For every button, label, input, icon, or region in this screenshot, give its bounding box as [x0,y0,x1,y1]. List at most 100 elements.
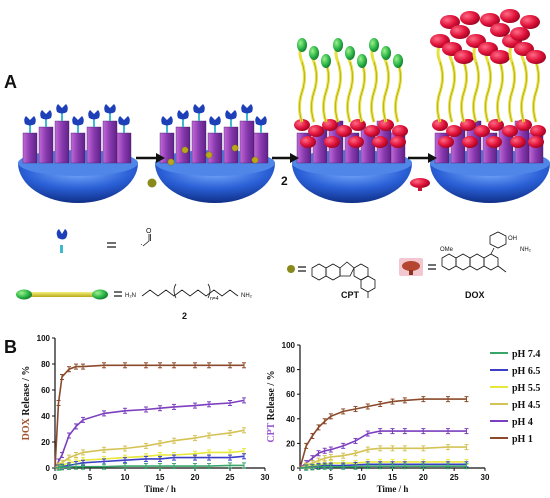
nanoparticle-3 [292,38,412,203]
dox-legend: OMe OH NH₂ DOX [399,231,532,300]
peg-chain-edge [311,61,317,123]
linker-icon [16,289,108,300]
dox-release-chart: 0 20 40 60 80 100 0 5 10 15 20 25 30 Time / h DOX Rele… [21,334,270,494]
dox-red-end [440,15,460,29]
peg-chain-edge [395,61,401,123]
cpt-legend: CPT [287,261,376,300]
cpt-particle-icon [251,156,259,164]
y-tick-label: 100 [37,334,51,343]
dox-red-end [490,50,510,64]
aldehyde-group-icon [88,110,100,120]
aldehyde-group-icon [40,110,52,120]
hydrazide-green-end [381,46,391,60]
peg-chain-edge [509,61,515,123]
x-tick-label: 15 [388,473,397,482]
x-tick-label: 0 [53,473,58,482]
gatekeeper-red-ball [438,136,454,148]
linker-stem [109,113,111,121]
linker-stem [260,125,262,133]
dox-red-end [526,50,546,64]
peg-chain-edge [347,61,353,123]
linker-stem [230,119,232,127]
linker-stem [166,125,168,133]
peg-chain-edge [359,61,365,123]
gatekeeper-red-ball [488,119,504,131]
gatekeeper-red-ball [510,136,526,148]
peg-chain [532,55,540,123]
aldehyde-oxygen: O [146,228,152,235]
cpt-release-chart: 0 20 40 60 80 100 0 5 10 15 20 25 30 Time / h CPT Rele… [266,341,490,494]
peg-chain-edge [473,61,479,123]
legend-label: pH 1 [512,434,533,445]
aldehyde-group-icon [56,229,68,253]
peg-chain [520,51,528,123]
x-tick-label: 20 [419,473,428,482]
x-tick-label: 10 [357,473,366,482]
hydrazide-green-end [357,54,367,68]
peg-chain [448,51,456,123]
y-axis-unit: Release / % [266,370,277,423]
aldehyde-group-icon [177,110,189,120]
linker-stem [29,125,31,133]
legend-label: pH 7.4 [512,349,540,360]
y-axis-drug-name: DOX [21,417,32,440]
cpt-structure [311,261,376,298]
peg-chain-edge [485,61,491,123]
gatekeeper-red-ball [364,125,380,137]
hydrazide-green-end [333,38,343,52]
peg-chain-edge [299,61,305,123]
arrow-step-1 [136,153,165,188]
y-axis-unit: Release / % [21,366,32,419]
dox-ome-label: OMe [440,247,454,253]
gatekeeper-red-ball [446,125,462,137]
linker-legend: H₂N n=4 NH₂ 2 [16,283,253,321]
gatekeeper-red-ball [324,136,340,148]
aldehyde-group-icon [255,116,267,126]
gatekeeper-red-ball [432,119,448,131]
hydrazide-green-end [297,38,307,52]
pore-pillar [38,126,54,164]
legend-label: pH 6.5 [512,366,540,377]
aldehyde-group-icon [118,116,130,126]
aldehyde-group-icon [56,104,68,114]
aldehyde-group-icon [193,104,205,114]
peg-chain-edge [521,61,527,123]
linker-compound-number: 2 [182,311,187,321]
x-tick-label: 5 [329,473,334,482]
linker-stem [93,119,95,127]
linker-subscript: n=4 [210,296,219,302]
y-tick-label: 60 [286,390,295,399]
peg-chain-edge [371,61,377,123]
pore-pillar [22,132,38,164]
step2-compound-label: 2 [281,174,288,188]
gatekeeper-red-ball [350,119,366,131]
x-axis-label: Time / h [144,484,176,494]
gatekeeper-red-ball [390,136,406,148]
aldehyde-group-icon [72,116,84,126]
panel-a-label: A [4,72,17,92]
nanoparticle-4 [430,9,550,203]
pore-pillar [86,126,102,164]
gatekeeper-red-ball [516,119,532,131]
peg-chain-edge [461,61,467,123]
peg-chain [496,55,504,123]
dox-nh2-label: NH₂ [520,247,532,253]
linker-stem [61,113,63,121]
y-tick-label: 20 [41,438,50,447]
y-tick-label: 40 [286,415,295,424]
legend-label: pH 5.5 [512,383,540,394]
x-tick-label: 15 [156,473,165,482]
peg-chain [382,51,390,123]
x-tick-label: 0 [298,473,303,482]
linker-nh2-right: NH₂ [241,293,253,299]
gatekeeper-red-ball [462,136,478,148]
dox-red-end [500,9,520,23]
svg-text:·: · [140,240,143,249]
arrow-step-2: 2 [272,153,299,188]
x-tick-label: 25 [450,473,459,482]
linker-stem [123,125,125,133]
gatekeeper-red-ball [336,125,352,137]
pore-pillar [70,132,86,164]
y-tick-label: 0 [46,464,51,473]
gatekeeper-red-ball [378,119,394,131]
